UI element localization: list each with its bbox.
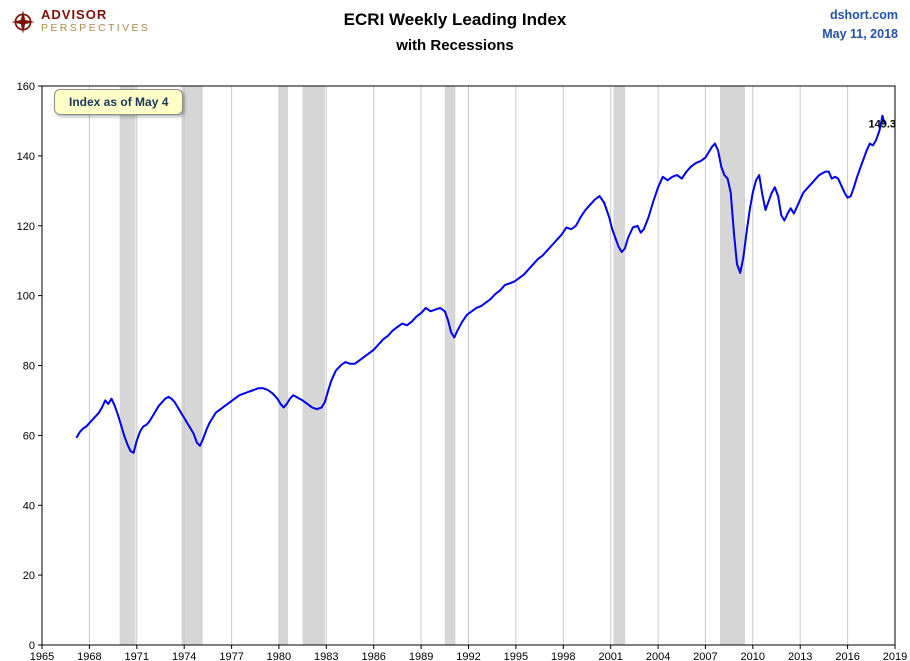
source-and-date: dshort.com May 11, 2018 [822,8,898,41]
chart-title: ECRI Weekly Leading Index with Recession… [200,10,710,54]
y-tick-label: 120 [17,221,35,233]
advisor-perspectives-logo: ADVISOR PERSPECTIVES [10,8,150,35]
x-tick-label: 2019 [883,651,907,661]
y-tick-label: 140 [17,151,35,163]
chart-date: May 11, 2018 [822,27,898,41]
x-tick-label: 2004 [646,651,670,661]
recession-band [119,86,136,645]
logo-text: ADVISOR PERSPECTIVES [41,8,150,35]
x-tick-label: 1989 [409,651,433,661]
x-tick-label: 1977 [219,651,243,661]
recession-band [181,86,203,645]
x-tick-label: 1983 [314,651,338,661]
y-tick-label: 160 [17,81,35,93]
source-site: dshort.com [829,8,898,22]
y-tick-label: 20 [23,570,35,582]
x-tick-label: 2010 [741,651,765,661]
chart-title-line2: with Recessions [396,37,514,54]
y-tick-label: 40 [23,500,35,512]
y-tick-label: 100 [17,291,35,303]
y-tick-label: 80 [23,361,35,373]
y-tick-label: 60 [23,430,35,442]
x-tick-label: 2007 [693,651,717,661]
x-tick-label: 1986 [361,651,385,661]
recession-band [720,86,745,645]
x-tick-label: 1980 [267,651,291,661]
y-tick-label: 0 [29,640,35,652]
x-tick-label: 1971 [125,651,149,661]
compass-icon [11,9,35,34]
x-tick-label: 1998 [551,651,575,661]
x-tick-label: 1965 [30,651,54,661]
logo-perspectives-text: PERSPECTIVES [41,22,151,34]
logo-advisor-text: ADVISOR [41,7,108,22]
x-tick-label: 1995 [504,651,528,661]
x-tick-label: 2013 [788,651,812,661]
recession-band [302,86,325,645]
recession-band [613,86,626,645]
x-tick-label: 1974 [172,651,196,661]
x-tick-label: 1992 [456,651,480,661]
index-annotation: Index as of May 4 [54,89,184,115]
last-value-label: 149.3 [868,118,896,130]
recession-band [278,86,289,645]
index-line [75,114,886,454]
chart-title-line1: ECRI Weekly Leading Index [343,10,567,29]
x-tick-label: 2016 [835,651,859,661]
x-tick-label: 2001 [598,651,622,661]
recession-band [444,86,456,645]
x-tick-label: 1968 [77,651,101,661]
